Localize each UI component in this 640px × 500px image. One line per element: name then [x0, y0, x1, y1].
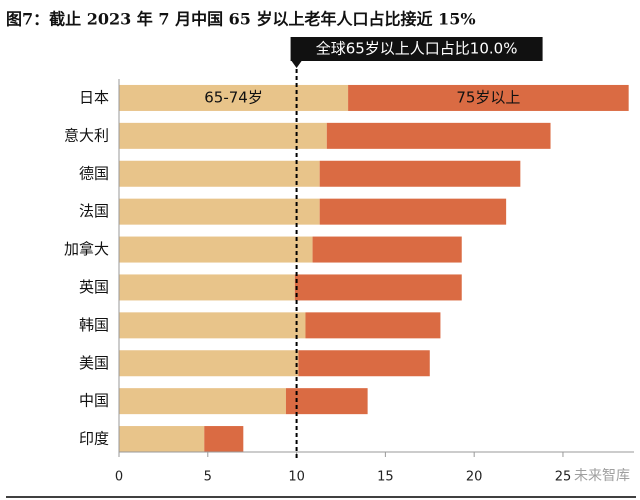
y-tick-label: 法国 — [79, 202, 109, 220]
bar-segment — [119, 388, 286, 415]
bar-segment — [204, 426, 244, 453]
y-tick-label: 韩国 — [79, 316, 109, 334]
x-tick-label: 0 — [115, 470, 123, 485]
y-tick-label: 中国 — [79, 392, 109, 410]
series-label: 65-74岁 — [204, 88, 263, 106]
x-tick-label: 20 — [466, 470, 483, 485]
x-tick-label: 10 — [288, 470, 305, 485]
bar-segment — [305, 312, 441, 339]
y-tick-label: 德国 — [79, 164, 109, 182]
x-tick-label: 25 — [555, 470, 572, 485]
bar-segment — [119, 274, 295, 301]
y-tick-label: 意大利 — [64, 126, 109, 144]
reference-pointer — [291, 61, 302, 68]
y-tick-label: 加拿大 — [64, 240, 109, 258]
bar-segment — [319, 160, 521, 187]
y-tick-label: 日本 — [79, 88, 109, 106]
bar-segment — [285, 388, 368, 415]
bar-segment — [119, 426, 205, 453]
bar-segment — [119, 350, 299, 377]
reference-box — [290, 37, 543, 61]
chart-title: 图7：截止 2023 年 7 月中国 65 岁以上老年人口占比接近 15% — [6, 10, 476, 29]
bar-segment — [119, 84, 349, 111]
y-tick-label: 英国 — [79, 278, 109, 296]
bar-segment — [319, 198, 507, 225]
y-tick-label: 美国 — [79, 354, 109, 372]
bar-segment — [119, 312, 306, 339]
x-tick-label: 15 — [377, 470, 394, 485]
bar-segment — [119, 198, 320, 225]
bar-segment — [294, 274, 462, 301]
y-tick-label: 印度 — [79, 430, 109, 448]
series-label: 75岁以上 — [456, 88, 520, 106]
reference-label: 全球65岁以上人口占比10.0% — [316, 40, 518, 58]
bar-segment — [119, 236, 313, 263]
x-tick-label: 5 — [204, 470, 212, 485]
watermark: 未来智库 — [574, 468, 630, 484]
bar-segment — [326, 122, 551, 149]
bar-segment — [119, 160, 320, 187]
bar-segment — [119, 122, 327, 149]
bar-segment — [298, 350, 430, 377]
bar-segment — [348, 84, 629, 111]
bar-segment — [312, 236, 462, 263]
